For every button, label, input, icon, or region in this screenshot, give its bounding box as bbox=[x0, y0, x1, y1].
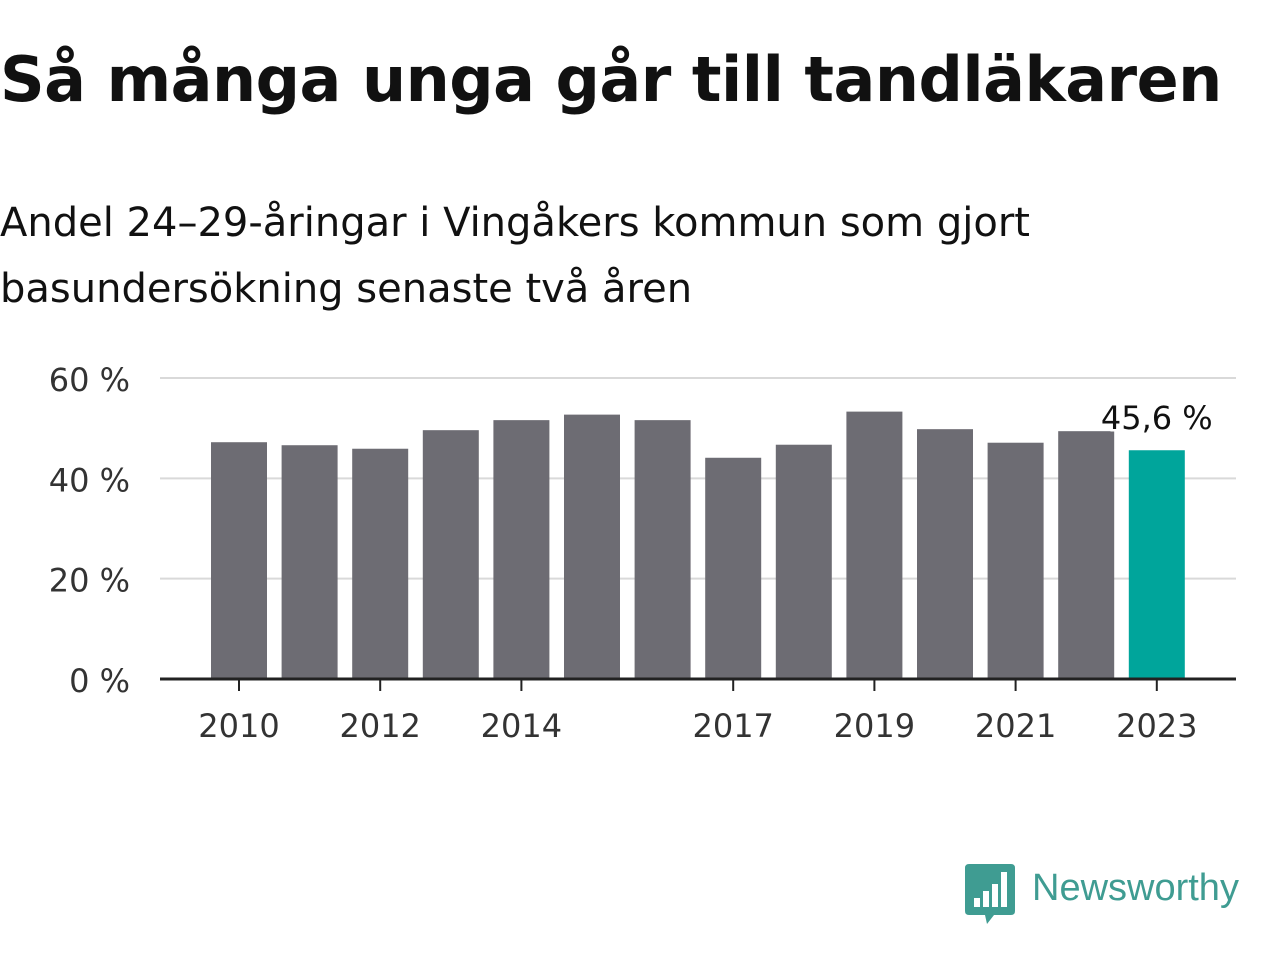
x-tick-label: 2014 bbox=[481, 707, 562, 745]
bars bbox=[211, 411, 1185, 679]
brand-name: Newsworthy bbox=[1032, 867, 1239, 909]
newsworthy-logo-icon bbox=[965, 864, 1015, 924]
x-axis bbox=[160, 677, 1236, 691]
bar-2019 bbox=[846, 411, 903, 679]
bar-2021 bbox=[987, 442, 1044, 679]
y-tick-label: 60 % bbox=[49, 361, 130, 399]
bar-2018 bbox=[775, 444, 832, 679]
data-labels: 45,6 % bbox=[1098, 397, 1215, 440]
bar-2011 bbox=[281, 445, 338, 679]
bar-2014 bbox=[493, 420, 550, 679]
chart-subtitle: Andel 24–29-åringar i Vingåkers kommun s… bbox=[0, 200, 1030, 312]
data-label: 45,6 % bbox=[1101, 399, 1213, 437]
x-tick-label: 2019 bbox=[834, 707, 915, 745]
y-axis-tick-labels: 0 % 20 % 40 % 60 % bbox=[49, 361, 130, 700]
x-tick-label: 2017 bbox=[692, 707, 773, 745]
x-axis-tick-labels: 2010 2012 2014 2017 2019 2021 2023 bbox=[198, 707, 1197, 745]
bar-2017 bbox=[705, 457, 762, 679]
x-tick-label: 2021 bbox=[975, 707, 1056, 745]
bar-2016 bbox=[634, 420, 691, 679]
bar-2013 bbox=[422, 430, 479, 679]
y-tick-label: 40 % bbox=[49, 461, 130, 499]
y-tick-label: 20 % bbox=[49, 562, 130, 600]
x-tick-label: 2023 bbox=[1116, 707, 1197, 745]
bar-2020 bbox=[917, 429, 973, 679]
x-tick-label: 2012 bbox=[339, 707, 420, 745]
bar-2015 bbox=[564, 414, 620, 679]
bar-2012 bbox=[352, 448, 409, 679]
chart-title: Så många unga går till tandläkaren bbox=[0, 43, 1222, 116]
y-tick-label: 0 % bbox=[69, 662, 130, 700]
grid-lines bbox=[160, 377, 1236, 580]
bar-2022 bbox=[1058, 431, 1115, 679]
bar-2023 bbox=[1128, 450, 1185, 679]
bar-2010 bbox=[211, 442, 267, 679]
newsworthy-logo: Newsworthy bbox=[964, 862, 1278, 928]
x-tick-label: 2010 bbox=[198, 707, 279, 745]
